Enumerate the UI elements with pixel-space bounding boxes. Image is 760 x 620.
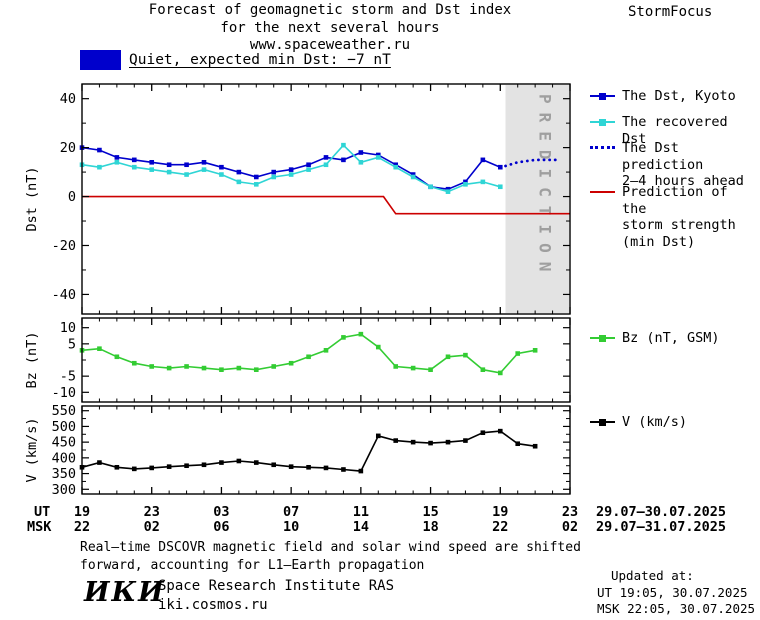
svg-text:23: 23 bbox=[562, 504, 578, 520]
dst-kyoto-swatch-icon bbox=[590, 92, 615, 100]
xaxis-msk-dates: 29.07–31.07.2025 bbox=[596, 519, 727, 535]
legend-label-v: V (km/s) bbox=[622, 414, 688, 430]
footer-note-line-1: Real–time DSCOVR magnetic field and sola… bbox=[80, 540, 581, 555]
legend-label-storm-prediction-1: Prediction of the bbox=[622, 184, 728, 217]
updated-ut: UT 19:05, 30.07.2025 bbox=[597, 584, 748, 600]
title-website: www.spaceweather.ru bbox=[249, 37, 411, 53]
legend-label-dst-prediction-1: The Dst prediction bbox=[622, 140, 704, 173]
svg-text:10: 10 bbox=[60, 320, 76, 336]
legend-label-storm-prediction-2: storm strength bbox=[622, 217, 736, 233]
svg-text:-20: -20 bbox=[52, 238, 76, 254]
footer-note-line-2: forward, accounting for L1–Earth propaga… bbox=[80, 557, 425, 573]
svg-text:-5: -5 bbox=[60, 369, 76, 385]
svg-text:500: 500 bbox=[52, 419, 76, 435]
footer-note: Real–time DSCOVR magnetic field and sola… bbox=[80, 539, 581, 574]
legend-label-storm-prediction-3: (min Dst) bbox=[622, 233, 696, 250]
svg-text:06: 06 bbox=[213, 519, 229, 535]
svg-text:19: 19 bbox=[74, 504, 90, 520]
legend-item-dst-kyoto: The Dst, Kyoto bbox=[590, 88, 736, 105]
svg-text:07: 07 bbox=[283, 504, 299, 520]
updated-label: Updated at: bbox=[611, 568, 694, 583]
status-row: Quiet, expected min Dst: −7 nT bbox=[80, 50, 391, 70]
brand-stormfocus: StormFocus bbox=[628, 4, 713, 20]
xaxis-msk-header: MSK bbox=[27, 519, 52, 535]
svg-text:5: 5 bbox=[68, 336, 76, 352]
title-line-2: for the next several hours bbox=[220, 19, 440, 36]
legend-label-dst-recovered: The recovered Dst bbox=[622, 114, 728, 147]
svg-text:23: 23 bbox=[144, 504, 160, 520]
legend-item-v: V (km/s) bbox=[590, 414, 687, 431]
svg-text:-40: -40 bbox=[52, 287, 76, 303]
svg-text:02: 02 bbox=[562, 519, 578, 535]
svg-text:0: 0 bbox=[68, 189, 76, 205]
svg-text:15: 15 bbox=[422, 504, 438, 520]
iki-logo: ИКИ bbox=[84, 577, 166, 608]
title-line-1: Forecast of geomagnetic storm and Dst in… bbox=[148, 2, 512, 18]
legend-item-storm-prediction: Prediction of the storm strength (min Ds… bbox=[590, 184, 760, 250]
svg-text:20: 20 bbox=[60, 140, 76, 156]
status-text: Quiet, expected min Dst: −7 nT bbox=[129, 52, 391, 68]
page-title: Forecast of geomagnetic storm and Dst in… bbox=[80, 2, 580, 55]
svg-text:V (km/s): V (km/s) bbox=[24, 417, 40, 482]
svg-text:Dst (nT): Dst (nT) bbox=[24, 166, 40, 231]
dst-recovered-swatch-icon bbox=[590, 118, 615, 126]
svg-text:22: 22 bbox=[74, 519, 90, 535]
dst-prediction-swatch-icon bbox=[590, 146, 615, 149]
svg-text:19: 19 bbox=[492, 504, 508, 520]
status-color-swatch bbox=[80, 50, 121, 70]
svg-text:400: 400 bbox=[52, 450, 76, 466]
legend-item-bz: Bz (nT, GSM) bbox=[590, 330, 720, 347]
v-swatch-icon bbox=[590, 418, 615, 426]
svg-text:02: 02 bbox=[144, 519, 160, 535]
legend-label-bz: Bz (nT, GSM) bbox=[622, 330, 720, 346]
svg-text:Bz (nT): Bz (nT) bbox=[24, 332, 40, 389]
bz-swatch-icon bbox=[590, 334, 615, 342]
svg-text:10: 10 bbox=[283, 519, 299, 535]
svg-text:550: 550 bbox=[52, 403, 76, 419]
svg-text:-10: -10 bbox=[52, 385, 76, 401]
storm-prediction-swatch-icon bbox=[590, 191, 615, 193]
legend-label-dst-kyoto: The Dst, Kyoto bbox=[622, 88, 736, 104]
svg-text:03: 03 bbox=[213, 504, 229, 520]
institute-website: iki.cosmos.ru bbox=[158, 597, 268, 613]
svg-text:300: 300 bbox=[52, 482, 76, 498]
svg-text:14: 14 bbox=[353, 519, 369, 535]
svg-text:350: 350 bbox=[52, 466, 76, 482]
legend-label-dst-prediction-2: 2–4 hours ahead bbox=[622, 173, 744, 189]
svg-text:18: 18 bbox=[422, 519, 438, 535]
xaxis-ut-dates: 29.07–30.07.2025 bbox=[596, 504, 727, 520]
svg-text:40: 40 bbox=[60, 91, 76, 107]
svg-text:11: 11 bbox=[353, 504, 369, 520]
xaxis-ut-header: UT bbox=[34, 504, 51, 520]
legend-item-dst-prediction: The Dst prediction 2–4 hours ahead bbox=[590, 140, 760, 190]
updated-msk: MSK 22:05, 30.07.2025 bbox=[597, 601, 756, 616]
svg-text:PREDICTION: PREDICTION bbox=[536, 94, 555, 280]
svg-text:450: 450 bbox=[52, 435, 76, 451]
institute-name: Space Research Institute RAS bbox=[158, 578, 395, 594]
updated-block: Updated at: UT 19:05, 30.07.2025 MSK 22:… bbox=[597, 568, 755, 618]
legend-item-dst-recovered: The recovered Dst bbox=[590, 114, 760, 147]
svg-text:22: 22 bbox=[492, 519, 508, 535]
